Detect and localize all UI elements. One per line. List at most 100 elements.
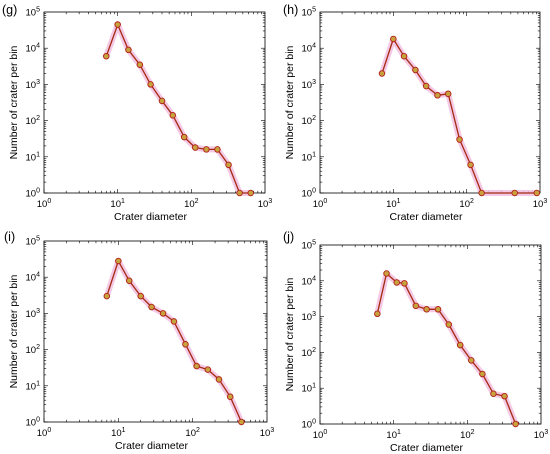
x-tick-label: 102 [184,198,199,210]
x-axis-label: Crater diameter [390,442,463,454]
y-tick-label: 100 [26,188,41,200]
data-point [490,390,497,397]
axis-ticks [319,245,541,425]
x-tick-label: 102 [185,427,200,439]
data-point [247,189,254,197]
plot-area-frame [319,11,541,194]
data-point [400,52,408,60]
x-tick-label: 101 [386,429,401,441]
axis-ticks [43,241,267,423]
x-tick-label: 101 [386,198,401,210]
y-tick-label: 101 [302,383,317,395]
y-tick-label: 102 [26,344,41,356]
data-point [478,189,485,197]
data-point [501,392,508,400]
y-tick-label: 104 [302,275,317,287]
x-axis-label: Crater diameter [114,211,187,223]
data-point [147,81,154,88]
axis-ticks [319,12,540,194]
data-point [226,393,234,400]
x-tick-label: 103 [534,429,549,441]
data-point [115,257,122,265]
y-tick-label: 105 [26,236,41,248]
chart-panel-4: (j) 100 101 102 103 100 101 102 103 104 105 Crater … [283,230,548,454]
panel-label: (i) [4,230,15,244]
data-point [103,52,110,60]
y-tick-label: 101 [26,151,41,163]
data-point [170,318,178,325]
data-point [158,97,166,105]
y-tick-label: 104 [26,272,41,284]
y-tick-label: 104 [302,43,317,55]
y-tick-label: 103 [302,311,317,323]
data-point [191,144,199,151]
data-point [182,341,189,348]
x-tick-label: 101 [111,427,126,439]
series-halo [374,270,519,427]
data-point [103,292,111,300]
data-point [180,133,188,141]
y-axis-label: Number of crater per bin [284,277,296,391]
data-point [456,136,463,143]
y-tick-label: 103 [26,79,41,91]
series-line [106,260,242,423]
data-point [148,303,155,311]
y-axis-label: Number of crater per bin [284,45,296,159]
x-tick-label: 100 [313,198,328,210]
data-point [114,21,121,28]
data-point [434,306,442,313]
x-tick-label: 100 [313,429,328,441]
data-point [467,161,474,169]
x-tick-label: 101 [110,198,125,210]
panel-label: (j) [283,230,294,244]
data-point [225,161,232,169]
data-point [412,66,419,74]
data-point [238,418,245,426]
x-tick-label: 100 [37,198,52,210]
series-line [381,38,537,194]
data-point [125,277,133,284]
data-point [383,270,390,277]
data-point [422,82,430,90]
plot-area-frame [43,11,266,194]
panel-label: (h) [283,3,298,17]
x-tick-label: 102 [460,429,475,441]
data-point [215,376,223,383]
data-point [159,310,167,317]
y-tick-label: 104 [26,43,41,55]
data-point [512,420,519,428]
plot-area-frame [319,244,542,425]
axis-ticks [43,12,265,194]
data-point [467,357,475,364]
chart-panel-2: (h) 100 101 102 103 100 101 102 103 104 105 Crater … [283,3,547,223]
data-point [511,189,518,197]
data-point [456,341,464,349]
data-point [169,112,177,119]
data-point [136,61,144,68]
data-point [214,146,221,153]
panel-label: (g) [2,3,17,17]
series-halo [379,36,540,196]
y-tick-label: 102 [302,347,317,359]
series-halo [103,258,245,425]
y-tick-label: 100 [26,417,41,429]
y-axis-label: Number of crater per bin [8,274,20,388]
x-axis-label: Crater diameter [390,211,463,223]
y-tick-label: 103 [302,79,317,91]
y-tick-label: 102 [302,115,317,127]
data-point [434,92,441,99]
data-point [401,280,408,287]
data-point [412,302,420,310]
y-tick-label: 105 [26,7,41,19]
x-tick-label: 100 [37,427,52,439]
data-point [444,90,452,98]
data-point [378,70,386,77]
data-point [533,189,541,197]
data-point [423,306,430,313]
data-point [479,370,486,378]
chart-panel-3: (i) 100 101 102 103 100 101 102 103 104 105 Crater … [4,230,274,452]
data-point [193,362,200,370]
data-point [445,321,453,328]
x-tick-label: 102 [459,198,474,210]
